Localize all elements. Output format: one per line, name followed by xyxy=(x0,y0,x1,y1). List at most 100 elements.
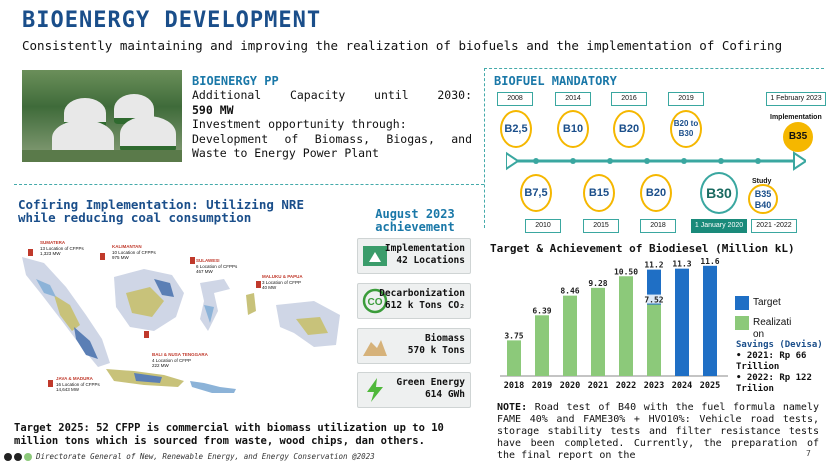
footer-dot-icon xyxy=(4,453,12,461)
legend-realization-label: Realizati on xyxy=(753,317,792,340)
realization-bar-2021 xyxy=(591,287,605,376)
timeline-arrow xyxy=(506,151,806,171)
timeline-b15: B15 xyxy=(583,174,615,212)
biodiesel-bar-chart: 3.75 2018 6.39 2019 8.46 2020 9.28 2021 10.50 202… xyxy=(500,256,728,391)
target-label-2023: 11.2 xyxy=(644,261,663,270)
timeline-year-2016: 2016 xyxy=(611,92,647,106)
timeline-b7-5: B7,5 xyxy=(520,174,552,212)
page-number: 7 xyxy=(806,449,811,458)
pp-line3: Investment opportunity through: xyxy=(192,117,407,131)
timeline-b20-2016: B20 xyxy=(613,110,645,148)
realization-label-2023: 7.52 xyxy=(644,296,663,305)
bioenergy-pp-text: Additional Capacity until 2030: 590 MW I… xyxy=(192,88,472,161)
data-label-bg xyxy=(642,259,666,269)
data-label-bg xyxy=(502,330,526,340)
achievement-card-decarbonization: CO Decarbonization 612 k Tons CO₂ xyxy=(357,283,471,319)
timeline-year-2018: 2018 xyxy=(640,219,676,233)
timeline-b30: B30 xyxy=(700,172,738,214)
savings-item-2022: • 2022: Rp 122 Trilion xyxy=(736,373,812,394)
timeline-year-2014: 2014 xyxy=(555,92,591,106)
realization-bar-2019 xyxy=(535,315,549,376)
x-tick-label-2023: 2023 xyxy=(644,381,664,391)
x-tick-label-2019: 2019 xyxy=(532,381,552,391)
implementation-icon xyxy=(363,246,387,266)
data-label-bg xyxy=(586,277,610,287)
timeline-year-2008: 2008 xyxy=(497,92,533,106)
region-maluku-papua: MALUKU & PAPUA 3 Location of CFPP 40 MW xyxy=(262,274,303,290)
realization-label-2020: 8.46 xyxy=(560,287,579,296)
timeline-implementation-note: Implementation xyxy=(770,114,822,121)
pp-line1: Additional Capacity until 2030: xyxy=(192,88,472,102)
timeline-b20-2018: B20 xyxy=(640,174,672,212)
pp-line2: 590 MW xyxy=(192,102,234,117)
legend-target-label: Target xyxy=(753,297,781,308)
footer-text: Directorate General of New, Renewable En… xyxy=(36,452,375,461)
timeline-year-2019: 2019 xyxy=(668,92,704,106)
data-label-bg xyxy=(698,256,722,265)
x-tick-label-2024: 2024 xyxy=(672,381,692,391)
chart-title: Target & Achievement of Biodiesel (Milli… xyxy=(490,242,795,255)
x-tick-label-2020: 2020 xyxy=(560,381,580,391)
achievement-card-implementation: Implementation 42 Locations xyxy=(357,238,471,274)
indonesia-map xyxy=(22,249,340,393)
timeline-year-2015: 2015 xyxy=(583,219,619,233)
divider-vertical xyxy=(484,68,485,228)
biofuel-heading: BIOFUEL MANDATORY xyxy=(494,74,617,88)
realization-label-2019: 6.39 xyxy=(532,306,551,315)
biomass-pile-icon xyxy=(363,340,387,356)
timeline-year-jan-2020: 1 January 2020 xyxy=(691,219,747,233)
page-title: BIOENERGY DEVELOPMENT xyxy=(22,8,322,33)
x-tick-label-2021: 2021 xyxy=(588,381,608,391)
bioenergy-pp-heading: BIOENERGY PP xyxy=(192,74,279,88)
realization-bar-2020 xyxy=(563,295,577,376)
target-bar-2025 xyxy=(703,265,717,376)
biogas-plant-photo xyxy=(22,70,182,162)
cofiring-heading: Cofiring Implementation: Utilizing NRE w… xyxy=(18,197,304,225)
footer-dot-icon xyxy=(24,453,32,461)
region-sumatera: SUMATERA 13 Location of CFPPs 1,323 MW xyxy=(40,240,84,256)
timeline-b35-b40: B35 B40 xyxy=(748,184,778,214)
timeline-year-2010: 2010 xyxy=(525,219,561,233)
legend-realization-swatch xyxy=(735,316,749,330)
timeline-year-feb-2023: 1 February 2023 xyxy=(766,92,826,106)
target-label-2025: 11.6 xyxy=(700,257,719,266)
timeline-b10: B10 xyxy=(557,110,589,148)
timeline-b20-to-b30: B20 to B30 xyxy=(670,110,702,148)
x-tick-label-2018: 2018 xyxy=(504,381,524,391)
savings-heading: Savings (Devisa) xyxy=(736,340,823,350)
pp-line5: Waste to Energy Power Plant xyxy=(192,146,379,160)
achievement-card-green-energy: Green Energy 614 GWh xyxy=(357,372,471,408)
data-label-bg xyxy=(558,285,582,295)
realization-bar-2018 xyxy=(507,340,521,376)
lightning-icon xyxy=(367,378,383,402)
timeline-b35: B35 xyxy=(783,122,813,152)
footer-dot-icon xyxy=(14,453,22,461)
realization-label-2022: 10.50 xyxy=(614,267,638,276)
realization-bar-2023 xyxy=(647,304,661,376)
region-bali-nt: BALI & NUSA TENGGARA 4 Location of CFPP 2… xyxy=(152,352,208,368)
co2-neutral-icon: CO xyxy=(362,288,388,314)
realization-bar-2022 xyxy=(619,276,633,376)
divider-horizontal xyxy=(14,184,484,185)
data-label-bg xyxy=(642,294,666,304)
region-sulawesi: SULAWESI 6 Location of CFPPs 467 MW xyxy=(196,258,238,274)
data-label-bg xyxy=(614,266,638,276)
data-label-bg xyxy=(530,305,554,315)
timeline-b2-5: B2,5 xyxy=(500,110,532,148)
data-label-bg xyxy=(670,258,694,268)
legend-target-swatch xyxy=(735,296,749,310)
timeline-study-note: Study xyxy=(752,178,772,185)
x-tick-label-2022: 2022 xyxy=(616,381,636,391)
page-subtitle: Consistently maintaining and improving t… xyxy=(22,38,783,53)
cofiring-target-2025: Target 2025: 52 CFPP is commercial with … xyxy=(14,422,444,447)
target-bar-2024 xyxy=(675,268,689,376)
target-label-2024: 11.3 xyxy=(672,260,691,269)
svg-text:CO: CO xyxy=(368,297,383,308)
region-kalimantan: KALIMANTAN 10 Location of CFPPs 975 MW xyxy=(112,244,156,260)
note-label: NOTE: xyxy=(497,402,528,413)
achievement-heading: August 2023 achievement xyxy=(375,207,455,234)
realization-label-2018: 3.75 xyxy=(504,331,523,340)
pp-line4: Development of Biomass, Biogas, and xyxy=(192,131,472,146)
savings-item-2021: • 2021: Rp 66 Trillion xyxy=(736,351,807,372)
divider-horizontal-right xyxy=(484,68,824,69)
